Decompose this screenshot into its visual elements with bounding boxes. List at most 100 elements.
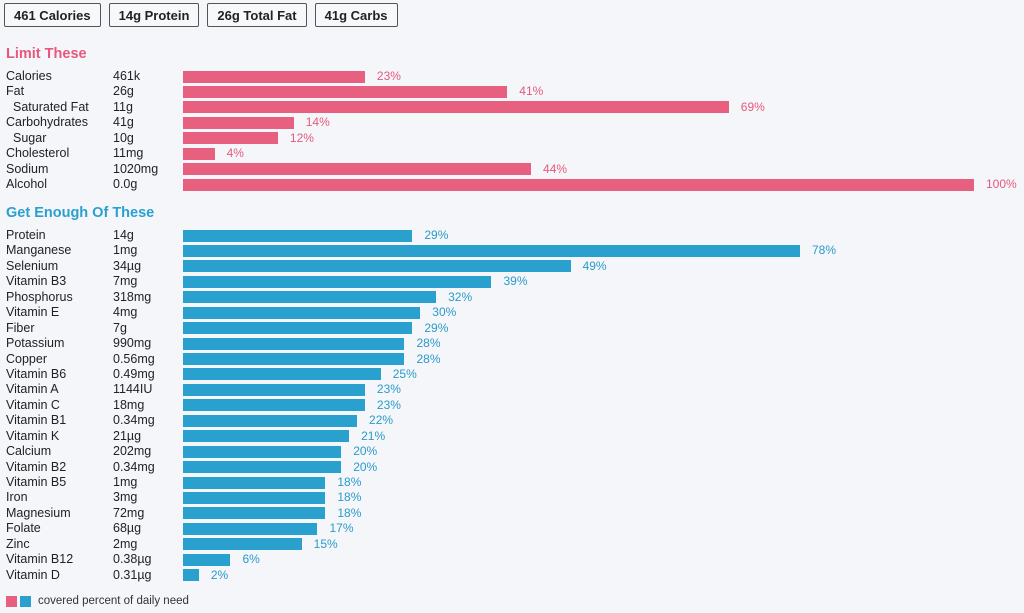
nutrient-percent-calcium: 20% bbox=[353, 444, 378, 459]
nutrient-amount-cholesterol: 11mg bbox=[113, 146, 144, 161]
nutrient-amount-folate: 68µg bbox=[113, 521, 142, 536]
nutrient-amount-vitamin-a: 1144IU bbox=[113, 382, 153, 397]
nutrient-row-vitamin-b3: Vitamin B3 7mg 39% bbox=[0, 274, 1024, 289]
nutrient-row-calories: Calories 461k 23% bbox=[0, 69, 1024, 84]
nutrient-amount-vitamin-k: 21µg bbox=[113, 428, 142, 443]
nutrient-row-vitamin-b5: Vitamin B5 1mg 18% bbox=[0, 475, 1024, 490]
nutrient-amount-fiber: 7g bbox=[113, 320, 127, 335]
nutrient-name-zinc: Zinc bbox=[6, 536, 30, 551]
legend-swatch-enough bbox=[20, 595, 31, 607]
summary-badges: 461 Calories 14g Protein 26g Total Fat 4… bbox=[4, 3, 398, 27]
nutrient-percent-fiber: 29% bbox=[424, 320, 449, 335]
nutrient-percent-manganese: 78% bbox=[811, 243, 836, 258]
nutrient-bar-selenium bbox=[183, 260, 571, 273]
nutrient-bar-alcohol bbox=[183, 178, 974, 191]
nutrient-bar-vitamin-d bbox=[183, 569, 199, 582]
nutrient-name-iron: Iron bbox=[6, 490, 28, 505]
nutrient-row-vitamin-b12: Vitamin B12 0.38µg 6% bbox=[0, 552, 1024, 567]
nutrient-name-vitamin-b6: Vitamin B6 bbox=[6, 366, 67, 381]
nutrient-row-iron: Iron 3mg 18% bbox=[0, 490, 1024, 505]
nutrient-bar-vitamin-b1 bbox=[183, 414, 358, 427]
nutrient-bar-vitamin-c bbox=[183, 399, 365, 412]
nutrient-percent-selenium: 49% bbox=[582, 258, 607, 273]
nutrient-amount-potassium: 990mg bbox=[113, 336, 152, 351]
nutrient-amount-vitamin-b2: 0.34mg bbox=[113, 459, 155, 474]
nutrient-bar-potassium bbox=[183, 337, 405, 350]
nutrient-amount-vitamin-b6: 0.49mg bbox=[113, 366, 155, 381]
nutrient-bar-folate bbox=[183, 522, 318, 535]
nutrient-row-alcohol: Alcohol 0.0g 100% bbox=[0, 177, 1024, 192]
enough-chart: Protein 14g 29% Manganese 1mg 78% Selenium 34µg… bbox=[0, 228, 1024, 583]
nutrient-bar-vitamin-b2 bbox=[183, 461, 342, 474]
nutrient-amount-alcohol: 0.0g bbox=[113, 177, 138, 192]
legend-label: covered percent of daily need bbox=[38, 595, 189, 607]
nutrient-bar-protein bbox=[183, 229, 413, 242]
nutrient-name-sugar: Sugar bbox=[13, 130, 47, 145]
nutrient-name-phosphorus: Phosphorus bbox=[6, 289, 73, 304]
nutrient-name-sodium: Sodium bbox=[6, 161, 49, 176]
nutrient-percent-vitamin-b2: 20% bbox=[353, 459, 378, 474]
nutrient-amount-saturated-fat: 11g bbox=[113, 99, 133, 114]
limit-section-title: Limit These bbox=[6, 46, 87, 62]
nutrient-percent-carbohydrates: 14% bbox=[305, 115, 330, 130]
nutrient-amount-vitamin-b5: 1mg bbox=[113, 475, 138, 489]
nutrient-row-sodium: Sodium 1020mg 44% bbox=[0, 162, 1024, 177]
nutrient-row-manganese: Manganese 1mg 78% bbox=[0, 243, 1024, 258]
nutrient-bar-magnesium bbox=[183, 507, 326, 520]
nutrient-bar-fat bbox=[183, 85, 508, 98]
nutrient-bar-fiber bbox=[183, 322, 413, 335]
nutrient-percent-iron: 18% bbox=[337, 490, 362, 505]
nutrient-bar-saturated-fat bbox=[183, 101, 729, 114]
nutrient-name-saturated-fat: Saturated Fat bbox=[13, 99, 89, 114]
nutrient-row-phosphorus: Phosphorus 318mg 32% bbox=[0, 290, 1024, 305]
nutrient-percent-vitamin-b6: 25% bbox=[392, 366, 417, 381]
nutrient-name-potassium: Potassium bbox=[6, 336, 65, 351]
nutrient-name-vitamin-b1: Vitamin B1 bbox=[6, 413, 67, 428]
nutrient-percent-protein: 29% bbox=[424, 228, 449, 242]
protein-badge[interactable]: 14g Protein bbox=[108, 3, 200, 27]
nutrient-amount-iron: 3mg bbox=[113, 490, 138, 505]
nutrient-row-selenium: Selenium 34µg 49% bbox=[0, 259, 1024, 274]
limit-chart: Calories 461k 23% Fat 26g 41% Saturated Fat 11g… bbox=[0, 69, 1024, 193]
nutrient-percent-vitamin-d: 2% bbox=[210, 567, 229, 582]
nutrient-row-carbohydrates: Carbohydrates 41g 14% bbox=[0, 115, 1024, 130]
nutrient-amount-calories: 461k bbox=[113, 69, 141, 83]
nutrient-bar-vitamin-e bbox=[183, 306, 421, 319]
nutrient-bar-vitamin-b6 bbox=[183, 368, 381, 381]
nutrient-name-fiber: Fiber bbox=[6, 320, 35, 335]
nutrient-row-sugar: Sugar 10g 12% bbox=[0, 131, 1024, 146]
nutrient-name-vitamin-a: Vitamin A bbox=[6, 382, 59, 397]
nutrient-name-manganese: Manganese bbox=[6, 243, 72, 258]
nutrient-bar-zinc bbox=[183, 538, 302, 551]
nutrient-bar-calcium bbox=[183, 445, 342, 458]
nutrient-amount-copper: 0.56mg bbox=[113, 351, 155, 366]
nutrient-amount-fat: 26g bbox=[113, 84, 134, 99]
nutrient-name-vitamin-d: Vitamin D bbox=[6, 567, 60, 582]
carbs-badge[interactable]: 41g Carbs bbox=[314, 3, 398, 27]
nutrient-row-magnesium: Magnesium 72mg 18% bbox=[0, 506, 1024, 521]
nutrient-percent-fat: 41% bbox=[519, 84, 544, 99]
nutrient-percent-sugar: 12% bbox=[289, 130, 314, 145]
nutrient-bar-manganese bbox=[183, 244, 800, 257]
legend-swatch-limit bbox=[6, 595, 17, 607]
nutrient-percent-vitamin-e: 30% bbox=[432, 305, 457, 320]
nutrient-percent-vitamin-a: 23% bbox=[376, 382, 401, 397]
nutrient-name-alcohol: Alcohol bbox=[6, 177, 47, 192]
nutrient-amount-selenium: 34µg bbox=[113, 258, 142, 273]
nutrient-bar-sugar bbox=[183, 132, 278, 145]
nutrient-percent-vitamin-b5: 18% bbox=[337, 475, 362, 489]
nutrient-name-magnesium: Magnesium bbox=[6, 505, 71, 520]
nutrient-bar-iron bbox=[183, 491, 326, 504]
nutrient-name-protein: Protein bbox=[6, 228, 46, 242]
calories-badge[interactable]: 461 Calories bbox=[4, 3, 101, 27]
nutrient-row-zinc: Zinc 2mg 15% bbox=[0, 537, 1024, 552]
nutrient-row-folate: Folate 68µg 17% bbox=[0, 521, 1024, 536]
nutrient-percent-vitamin-b1: 22% bbox=[369, 413, 394, 428]
nutrient-percent-cholesterol: 4% bbox=[226, 146, 244, 161]
nutrient-amount-vitamin-c: 18mg bbox=[113, 397, 145, 412]
nutrient-percent-vitamin-b3: 39% bbox=[503, 274, 528, 289]
total-fat-badge[interactable]: 26g Total Fat bbox=[207, 3, 307, 27]
nutrient-name-folate: Folate bbox=[6, 521, 41, 536]
nutrient-name-vitamin-b2: Vitamin B2 bbox=[6, 459, 67, 474]
nutrient-name-vitamin-b3: Vitamin B3 bbox=[6, 274, 67, 289]
